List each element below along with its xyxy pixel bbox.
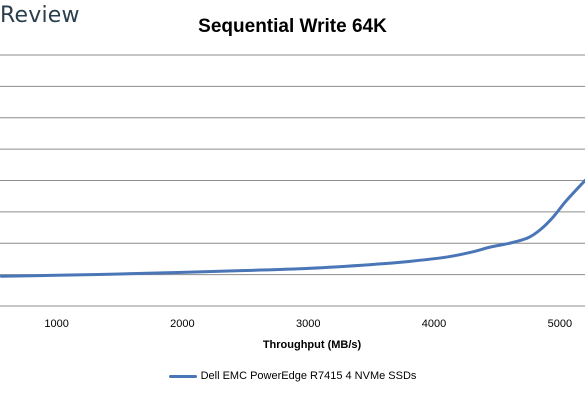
series-line-0: [0, 179, 585, 278]
series-group: [0, 179, 585, 278]
x-tick-label: 4000: [422, 318, 446, 330]
legend: Dell EMC PowerEdge R7415 4 NVMe SSDs: [0, 370, 585, 382]
brand-logo-text: Review: [0, 3, 80, 28]
gridlines: [0, 54, 585, 307]
x-tick-label: 5000: [548, 318, 572, 330]
legend-label: Dell EMC PowerEdge R7415 4 NVMe SSDs: [200, 370, 417, 382]
x-tick-label: 1000: [44, 318, 68, 330]
legend-swatch: [168, 374, 197, 378]
x-axis-title: Throughput (MB/s): [263, 339, 362, 351]
x-tick-labels: 1000 2000 3000 4000 5000: [44, 318, 572, 330]
chart-title: Sequential Write 64K: [198, 16, 387, 37]
x-tick-label: 3000: [296, 318, 320, 330]
x-tick-label: 2000: [170, 318, 194, 330]
